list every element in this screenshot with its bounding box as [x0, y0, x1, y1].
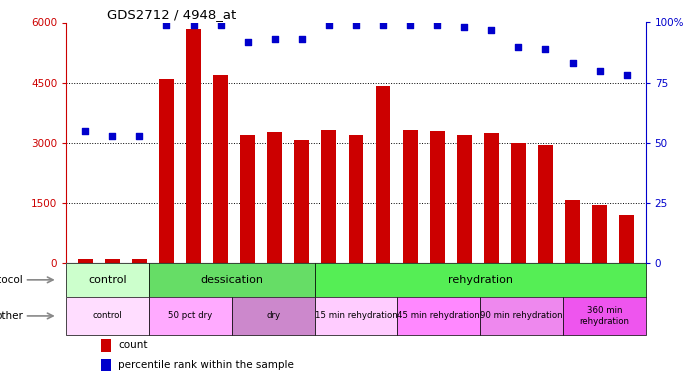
- Point: [269, 36, 281, 42]
- Bar: [565, 201, 580, 263]
- Bar: [322, 130, 336, 263]
- Bar: [295, 140, 309, 263]
- Point: [405, 22, 416, 28]
- Point: [242, 39, 253, 45]
- Text: 45 min rehydration: 45 min rehydration: [397, 311, 480, 320]
- Bar: [105, 259, 120, 263]
- Point: [431, 22, 443, 28]
- Bar: [149, 297, 232, 335]
- Text: control: control: [89, 275, 127, 285]
- Bar: [232, 297, 315, 335]
- Point: [513, 44, 524, 50]
- Text: dessication: dessication: [200, 275, 263, 285]
- Text: rehydration: rehydration: [447, 275, 512, 285]
- Point: [567, 60, 578, 66]
- Point: [621, 72, 632, 78]
- Point: [350, 22, 362, 28]
- Bar: [480, 297, 563, 335]
- Point: [215, 22, 226, 28]
- Text: 360 min
rehydration: 360 min rehydration: [579, 306, 630, 326]
- Text: 90 min rehydration: 90 min rehydration: [480, 311, 563, 320]
- Text: other: other: [0, 311, 23, 321]
- Bar: [397, 297, 480, 335]
- Bar: [66, 263, 149, 297]
- Text: 15 min rehydration: 15 min rehydration: [315, 311, 397, 320]
- Bar: [484, 133, 499, 263]
- Bar: [213, 75, 228, 263]
- Bar: [101, 339, 112, 352]
- Bar: [159, 79, 174, 263]
- Point: [540, 46, 551, 52]
- Text: count: count: [119, 340, 148, 350]
- Bar: [186, 28, 201, 263]
- Point: [323, 22, 334, 28]
- Bar: [66, 297, 149, 335]
- Point: [486, 27, 497, 33]
- Point: [80, 128, 91, 134]
- Bar: [132, 259, 147, 263]
- Bar: [267, 132, 282, 263]
- Text: control: control: [93, 311, 123, 320]
- Point: [594, 68, 605, 74]
- Point: [134, 132, 145, 138]
- Text: percentile rank within the sample: percentile rank within the sample: [119, 360, 295, 370]
- Bar: [376, 86, 390, 263]
- Bar: [315, 263, 646, 297]
- Bar: [430, 131, 445, 263]
- Point: [296, 36, 307, 42]
- Text: 50 pct dry: 50 pct dry: [168, 311, 213, 320]
- Bar: [619, 215, 634, 263]
- Bar: [101, 359, 112, 371]
- Bar: [563, 297, 646, 335]
- Text: protocol: protocol: [0, 275, 23, 285]
- Text: dry: dry: [266, 311, 281, 320]
- Point: [459, 24, 470, 30]
- Bar: [403, 130, 417, 263]
- Bar: [456, 135, 472, 263]
- Point: [378, 22, 389, 28]
- Bar: [348, 135, 364, 263]
- Bar: [149, 263, 315, 297]
- Bar: [315, 297, 397, 335]
- Text: GDS2712 / 4948_at: GDS2712 / 4948_at: [107, 8, 236, 21]
- Bar: [511, 143, 526, 263]
- Bar: [240, 135, 255, 263]
- Point: [161, 22, 172, 28]
- Point: [188, 22, 199, 28]
- Bar: [538, 145, 553, 263]
- Bar: [77, 259, 93, 263]
- Point: [107, 132, 118, 138]
- Bar: [592, 205, 607, 263]
